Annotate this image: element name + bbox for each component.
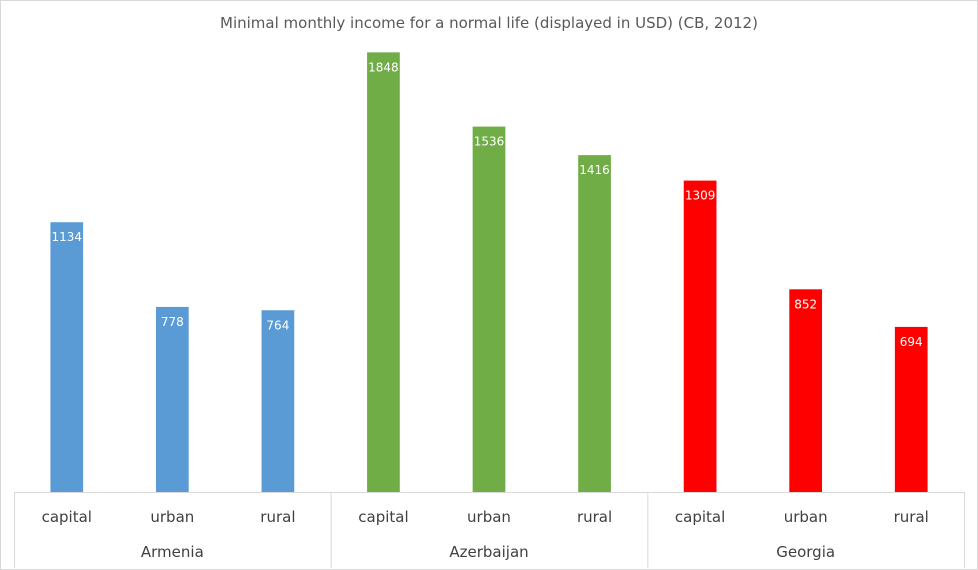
category-tick-label: capital: [42, 508, 92, 526]
category-tick-label: rural: [260, 508, 295, 526]
data-label: 1536: [474, 135, 505, 149]
group-label: Armenia: [141, 543, 204, 561]
bar-georgia-rural: [894, 326, 928, 492]
bar-azerbaijan-urban: [472, 126, 506, 492]
data-label: 1309: [685, 189, 716, 203]
data-label: 764: [266, 318, 289, 332]
bars-layer: [50, 52, 928, 493]
category-tick-label: rural: [577, 508, 612, 526]
data-label: 1416: [579, 163, 610, 177]
group-label: Georgia: [776, 543, 835, 561]
x-axis: capital urban rural Armenia capital urban rura…: [14, 492, 965, 568]
bar-georgia-urban: [789, 289, 823, 492]
category-tick-label: urban: [784, 508, 828, 526]
data-labels-layer: 1134 778 764 1848 1536 1416 1309 852 694: [52, 60, 923, 349]
category-tick-label: urban: [150, 508, 194, 526]
category-tick-label: capital: [675, 508, 725, 526]
data-label: 852: [794, 297, 817, 311]
bar-azerbaijan-capital: [367, 52, 400, 493]
bar-armenia-capital: [50, 222, 84, 493]
data-label: 1848: [368, 60, 399, 74]
data-label: 1134: [52, 230, 83, 244]
category-tick-label: urban: [467, 508, 511, 526]
bar-azerbaijan-rural: [578, 155, 611, 492]
data-label: 694: [900, 335, 923, 349]
group-label: Azerbaijan: [449, 543, 528, 561]
category-tick-label: capital: [358, 508, 408, 526]
data-label: 778: [161, 315, 184, 329]
chart-title: Minimal monthly income for a normal life…: [220, 14, 758, 32]
bar-georgia-capital: [683, 180, 717, 492]
bar-armenia-urban: [155, 306, 189, 492]
bar-armenia-rural: [261, 310, 295, 492]
category-tick-label: rural: [894, 508, 929, 526]
